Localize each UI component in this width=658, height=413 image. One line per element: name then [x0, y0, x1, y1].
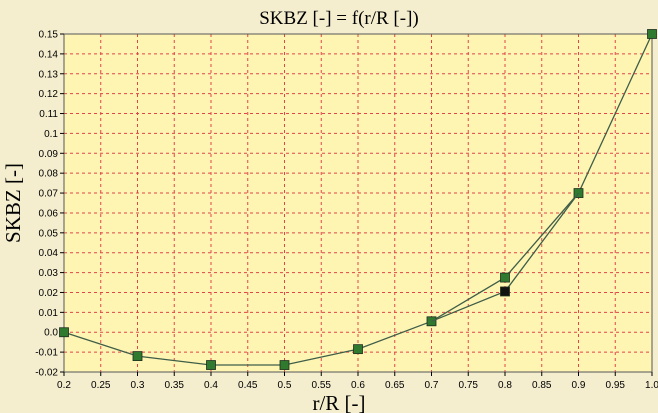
y-tick-label: -0.02: [35, 368, 58, 379]
x-tick-label: 0.5: [278, 380, 292, 391]
x-axis-title: r/R [-]: [312, 391, 365, 413]
data-point: [132, 351, 143, 361]
x-tick-label: 0.55: [312, 380, 332, 391]
data-point: [573, 188, 584, 198]
x-tick-label: 0.4: [204, 380, 218, 391]
y-tick-label: 0.09: [39, 149, 59, 160]
x-tick-label: 0.95: [606, 380, 626, 391]
x-tick-label: 0.9: [572, 380, 586, 391]
x-tick-label: 0.65: [385, 380, 405, 391]
y-tick-label: 0.08: [39, 169, 59, 180]
y-tick-label: 0.06: [39, 208, 59, 219]
series-1: [431, 192, 580, 322]
data-point: [647, 29, 657, 39]
y-tick-label: 0.1: [44, 129, 58, 140]
y-tick-label: 0.03: [39, 268, 59, 279]
x-tick-label: 0.8: [498, 380, 512, 391]
y-tick-label: 0.14: [39, 49, 59, 60]
y-tick-label: 0.13: [39, 69, 59, 80]
x-tick-label: 0.25: [91, 380, 111, 391]
data-point: [500, 272, 510, 283]
x-tick-label: 0.3: [131, 380, 145, 391]
x-tick-label: 0.85: [532, 380, 552, 391]
x-axis-ticks: 0.2 0.25 0.3 0.35 0.4 0.45 0.5 0.55 0.6 0.65 0.7 0.…: [57, 372, 658, 391]
data-point: [279, 360, 290, 370]
y-tick-label: -0.01: [35, 348, 58, 359]
x-tick-label: 0.6: [351, 380, 365, 391]
data-point: [353, 344, 363, 355]
series-layer: [59, 29, 657, 370]
y-tick-label: 0.07: [39, 189, 59, 200]
y-tick-label: 0.12: [39, 89, 59, 100]
x-tick-label: 0.35: [165, 380, 185, 391]
x-tick-label: 1.0: [645, 380, 658, 391]
x-tick-label: 0.45: [238, 380, 258, 391]
x-tick-label: 0.75: [459, 380, 479, 391]
y-tick-label: 0.02: [39, 288, 59, 299]
chart-title: SKBZ [-] = f(r/R [-]): [259, 8, 419, 29]
y-tick-label: 0.04: [39, 248, 59, 259]
y-axis-ticks: 0.15 0.14 0.13 0.12 0.11 0.1 0.09 0.08 0.07 0.06 0…: [35, 30, 64, 379]
data-point: [59, 327, 69, 338]
y-tick-label: 0.01: [39, 308, 59, 319]
y-tick-label: 0.05: [39, 228, 59, 239]
data-point: [500, 286, 510, 297]
y-tick-label: 0.0: [44, 328, 58, 339]
x-tick-label: 0.2: [57, 380, 71, 391]
y-axis-title: SKBZ [-]: [1, 163, 25, 243]
y-tick-label: 0.11: [39, 109, 58, 120]
data-point: [206, 360, 216, 370]
x-tick-label: 0.7: [425, 380, 439, 391]
y-tick-label: 0.15: [39, 30, 59, 41]
